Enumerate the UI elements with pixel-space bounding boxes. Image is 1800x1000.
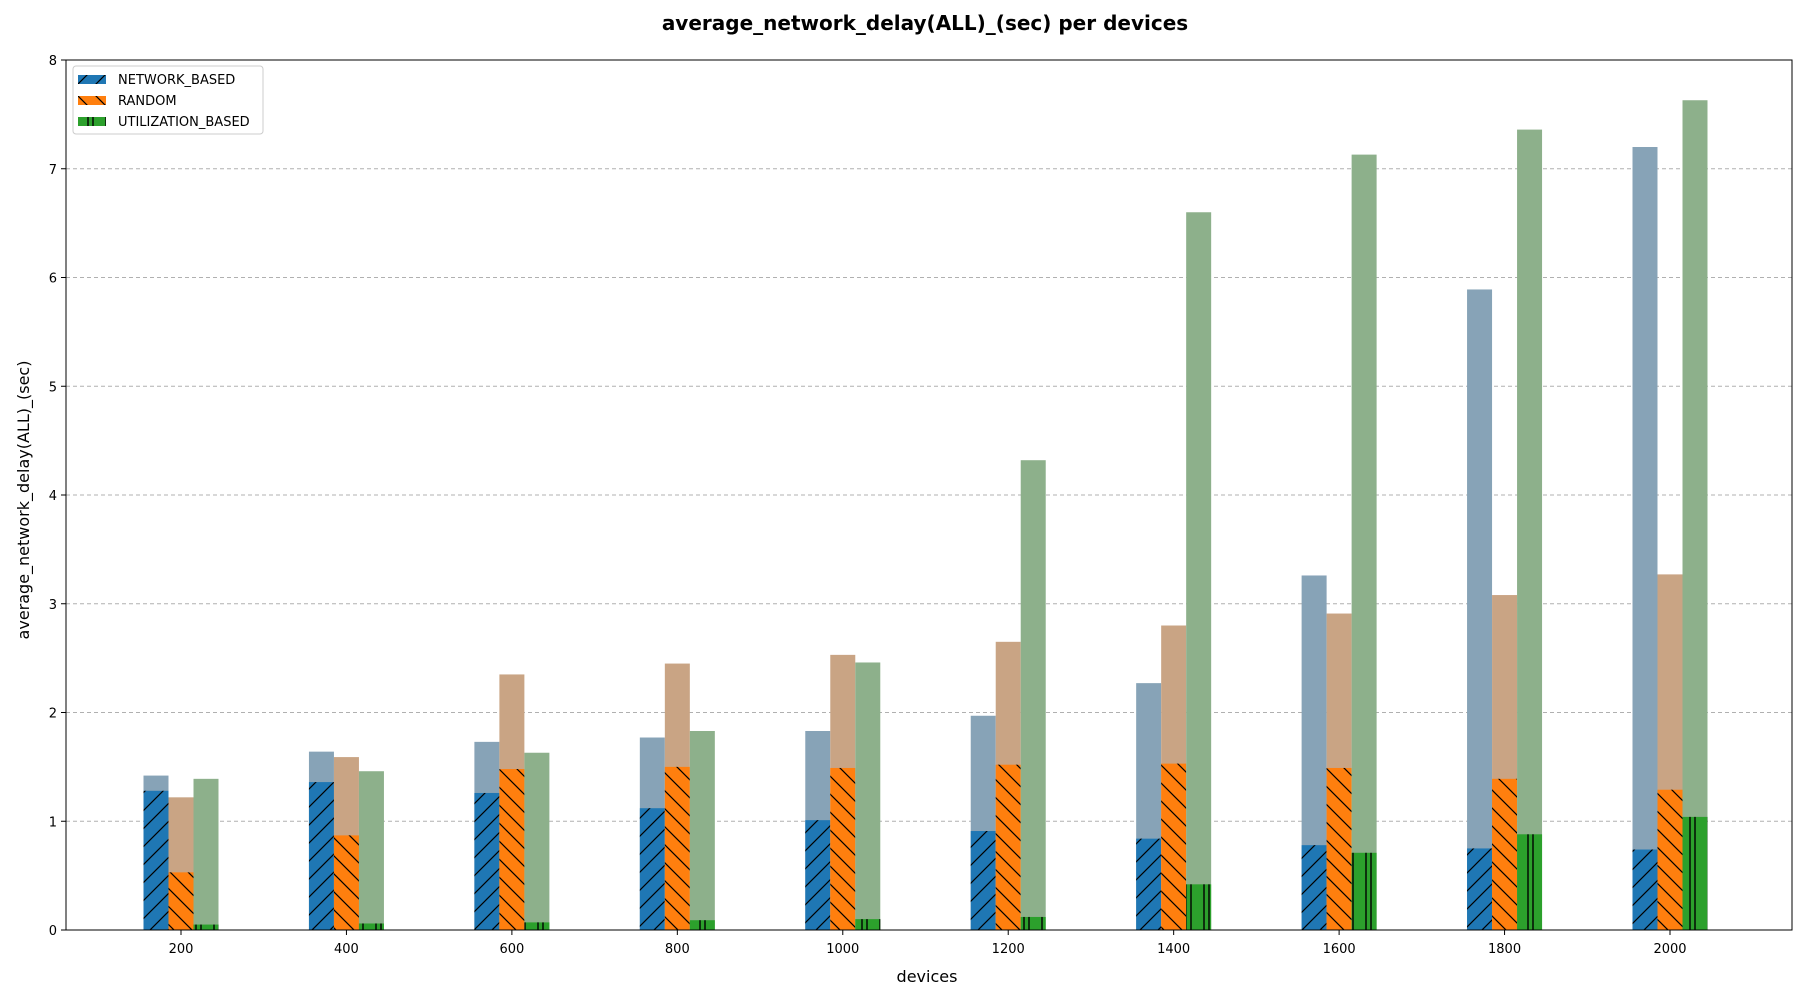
y-tick-label-4: 4 <box>49 489 57 504</box>
bar-hatch-random-400 <box>333 835 359 930</box>
x-tick-label-600: 600 <box>499 942 524 957</box>
x-tick-label-400: 400 <box>334 942 359 957</box>
bar-hatch-random-1000 <box>830 767 856 930</box>
bar-hatch-utilization-based-1000 <box>855 919 881 930</box>
y-tick-label-6: 6 <box>49 272 57 287</box>
bar-hatch-utilization-based-600 <box>524 922 550 930</box>
y-tick-label-8: 8 <box>49 54 57 69</box>
bar-hatch-random-600 <box>499 769 525 930</box>
bar-hatch-network-based-600 <box>474 792 500 930</box>
bar-hatch-network-based-400 <box>308 782 334 930</box>
bar-hatch-network-based-1600 <box>1301 845 1327 930</box>
y-tick-label-0: 0 <box>49 924 57 939</box>
bar-hatch-random-1400 <box>1161 763 1187 930</box>
bar-background-network-based-2000 <box>1632 147 1658 930</box>
bar-hatch-utilization-based-400 <box>358 923 384 930</box>
legend-label-random: RANDOM <box>118 94 177 109</box>
bar-hatch-random-1800 <box>1492 778 1518 930</box>
bar-hatch-random-2000 <box>1657 789 1683 930</box>
bar-hatch-utilization-based-1200 <box>1020 916 1046 930</box>
y-axis-label: average_network_delay(ALL)_(sec) <box>14 361 34 640</box>
bar-hatch-network-based-1400 <box>1136 838 1162 930</box>
y-tick-label-2: 2 <box>49 707 57 722</box>
bar-background-utilization-based-200 <box>193 778 219 930</box>
bar-background-utilization-based-600 <box>524 752 550 930</box>
bar-hatch-network-based-800 <box>639 808 665 930</box>
x-tick-label-1800: 1800 <box>1488 942 1521 957</box>
bar-background-utilization-based-1200 <box>1020 460 1046 930</box>
x-tick-label-1400: 1400 <box>1157 942 1190 957</box>
bar-hatch-network-based-1800 <box>1467 848 1493 930</box>
bar-hatch-random-1200 <box>995 764 1021 930</box>
bar-hatch-network-based-1200 <box>970 831 996 930</box>
x-tick-label-1600: 1600 <box>1323 942 1356 957</box>
legend: NETWORK_BASED RANDOM UTILIZATION_BASED <box>72 65 264 135</box>
bar-hatch-random-1600 <box>1326 767 1352 930</box>
x-tick-label-800: 800 <box>665 942 690 957</box>
x-tick-label-200: 200 <box>169 942 194 957</box>
legend-swatch-hatch-utilization-based <box>78 117 106 126</box>
bar-background-utilization-based-1600 <box>1351 154 1377 931</box>
bar-hatch-utilization-based-1400 <box>1186 884 1212 930</box>
bar-hatch-utilization-based-200 <box>193 924 219 930</box>
bar-hatch-utilization-based-1800 <box>1517 834 1543 930</box>
bar-hatch-utilization-based-2000 <box>1682 816 1708 930</box>
y-tick-label-1: 1 <box>49 815 57 830</box>
x-tick-label-1200: 1200 <box>992 942 1025 957</box>
bar-hatch-random-200 <box>168 872 194 930</box>
bar-background-utilization-based-800 <box>689 730 715 930</box>
bar-background-utilization-based-400 <box>358 771 384 930</box>
bar-hatch-utilization-based-1600 <box>1351 852 1377 930</box>
x-tick-label-2000: 2000 <box>1653 942 1686 957</box>
legend-swatch-hatch-random <box>78 96 106 105</box>
x-axis-label: devices <box>897 967 958 986</box>
grid-lines <box>66 59 1792 822</box>
bar-background-utilization-based-2000 <box>1682 100 1708 931</box>
bar-background-utilization-based-1800 <box>1517 129 1543 931</box>
y-tick-label-7: 7 <box>49 163 57 178</box>
legend-label-utilization-based: UTILIZATION_BASED <box>118 115 250 130</box>
bar-background-utilization-based-1400 <box>1186 212 1212 930</box>
bar-hatch-utilization-based-800 <box>689 920 715 930</box>
y-tick-label-5: 5 <box>49 380 57 395</box>
chart-title: average_network_delay(ALL)_(sec) per dev… <box>662 11 1188 35</box>
axes: 0 1 2 3 4 5 6 7 8 200 400 600 800 1000 1200 1400 1600 180… <box>49 54 1793 957</box>
y-tick-label-3: 3 <box>49 598 57 613</box>
bar-hatch-random-800 <box>664 766 690 930</box>
bar-background-network-based-1800 <box>1467 289 1493 930</box>
legend-swatch-hatch-network-based <box>78 75 106 84</box>
x-tick-label-1000: 1000 <box>826 942 859 957</box>
bars <box>143 100 1708 931</box>
bar-background-utilization-based-1000 <box>855 662 881 930</box>
legend-label-network-based: NETWORK_BASED <box>118 73 235 88</box>
bar-hatch-network-based-1000 <box>805 820 831 930</box>
bar-hatch-network-based-2000 <box>1632 849 1658 930</box>
bar-hatch-network-based-200 <box>143 790 169 930</box>
legend-box <box>72 65 264 135</box>
